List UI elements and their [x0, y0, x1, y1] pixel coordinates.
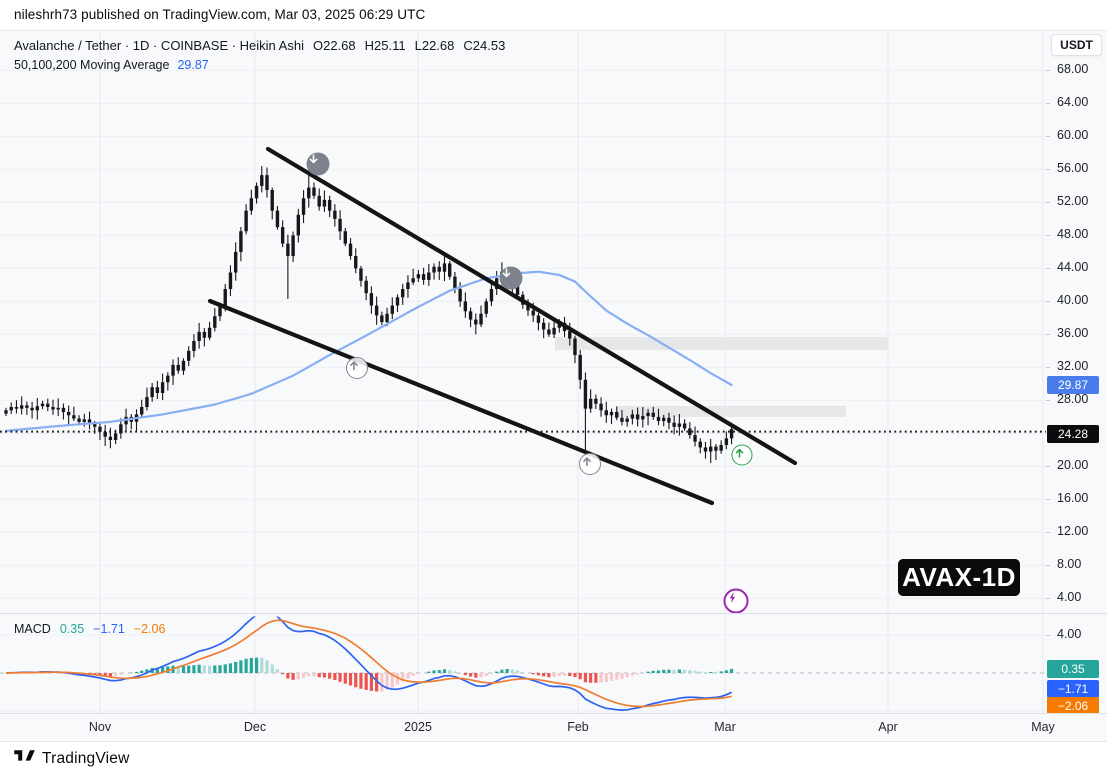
price-tick-label: 4.00 — [1057, 590, 1082, 605]
price-badge: 24.28 — [1047, 425, 1099, 443]
time-axis-label-mar: Mar — [714, 720, 736, 734]
axis-tick-mark — [1046, 466, 1050, 467]
price-tick-label: 8.00 — [1057, 557, 1082, 572]
price-axis[interactable]: USDT 68.00 64.00 60.00 56.00 52.00 48.00 44.00… — [1046, 30, 1107, 715]
axis-tick-mark — [1046, 136, 1050, 137]
arrow-up-icon[interactable] — [731, 444, 753, 466]
price-tick-label: 36.00 — [1057, 326, 1089, 341]
axis-tick-mark — [1046, 635, 1050, 636]
price-tick-label: 56.00 — [1057, 161, 1089, 176]
footer: TradingView — [14, 748, 130, 769]
price-badge: −1.71 — [1047, 680, 1099, 698]
axis-tick-mark — [1046, 202, 1050, 203]
axis-tick-mark — [1046, 499, 1050, 500]
price-tick-label: 60.00 — [1057, 128, 1089, 143]
macd-panel-divider — [0, 613, 1107, 614]
ohlc-close: C24.53 — [463, 38, 506, 53]
price-tick-label: 44.00 — [1057, 260, 1089, 275]
time-axis-divider — [0, 713, 1107, 714]
time-axis-label-dec: Dec — [243, 720, 267, 734]
axis-tick-mark — [1046, 400, 1050, 401]
arrow-up-icon[interactable] — [346, 357, 368, 379]
macd-value-0: 0.35 — [59, 622, 85, 636]
indicator-label[interactable]: 50,100,200 Moving Average — [14, 58, 170, 72]
ohlc-high: H25.11 — [364, 38, 406, 53]
symbol-legend: Avalanche / Tether · 1D · COINBASE · Hei… — [14, 37, 505, 74]
tradingview-logo-icon[interactable] — [14, 748, 35, 769]
axis-tick-mark — [1046, 334, 1050, 335]
macd-value-2: −2.06 — [133, 622, 166, 636]
time-axis-label-may: May — [1031, 720, 1055, 734]
price-chart-svg — [0, 31, 1046, 715]
chart-watermark-label: AVAX-1D — [898, 559, 1020, 596]
publication-bar: nileshrh73 published on TradingView.com,… — [0, 0, 1116, 30]
price-tick-label: 52.00 — [1057, 194, 1089, 209]
price-badge: 29.87 — [1047, 376, 1099, 394]
lightning-icon[interactable] — [723, 588, 749, 614]
indicator-value: 29.87 — [177, 58, 209, 72]
price-tick-label: 20.00 — [1057, 458, 1089, 473]
axis-tick-mark — [1046, 301, 1050, 302]
time-axis-label-nov: Nov — [88, 720, 112, 734]
time-axis-label-2025: 2025 — [404, 720, 432, 734]
price-tick-label: 28.00 — [1057, 392, 1089, 407]
axis-tick-mark — [1046, 235, 1050, 236]
price-tick-label: 40.00 — [1057, 293, 1089, 308]
publication-text: nileshrh73 published on TradingView.com,… — [14, 7, 426, 22]
axis-tick-mark — [1046, 103, 1050, 104]
axis-tick-mark — [1046, 598, 1050, 599]
axis-tick-mark — [1046, 268, 1050, 269]
price-badge: −2.06 — [1047, 697, 1099, 715]
arrow-up-icon[interactable] — [579, 453, 601, 475]
price-tick-label: 64.00 — [1057, 95, 1089, 110]
axis-tick-mark — [1046, 70, 1050, 71]
axis-tick-mark — [1046, 367, 1050, 368]
macd-values: 0.35 −1.71 −2.06 — [60, 622, 175, 636]
time-axis-label-apr: Apr — [878, 720, 898, 734]
macd-label[interactable]: MACD — [14, 622, 51, 636]
currency-toggle-button[interactable]: USDT — [1051, 34, 1102, 56]
price-tick-label: 16.00 — [1057, 491, 1089, 506]
axis-tick-mark — [1046, 565, 1050, 566]
ohlc-low: L22.68 — [414, 38, 455, 53]
macd-legend: MACD 0.35 −1.71 −2.06 — [14, 622, 183, 636]
ohlc-open: O22.68 — [312, 38, 356, 53]
price-tick-label: 12.00 — [1057, 524, 1089, 539]
tradingview-logo-text[interactable]: TradingView — [42, 749, 130, 767]
axis-tick-mark — [1046, 169, 1050, 170]
price-tick-label: 68.00 — [1057, 62, 1089, 77]
arrow-down-icon[interactable] — [499, 266, 523, 290]
macd-value-1: −1.71 — [93, 622, 125, 636]
time-axis[interactable]: Nov Dec 2025 Feb Mar Apr May — [0, 714, 1107, 742]
chart-canvas[interactable]: Avalanche / Tether · 1D · COINBASE · Hei… — [0, 30, 1046, 715]
time-axis-label-feb: Feb — [567, 720, 589, 734]
symbol-title[interactable]: Avalanche / Tether · 1D · COINBASE · Hei… — [14, 38, 304, 53]
price-tick-label: 4.00 — [1057, 627, 1082, 641]
arrow-down-icon[interactable] — [306, 152, 330, 176]
price-tick-label: 48.00 — [1057, 227, 1089, 242]
price-badge: 0.35 — [1047, 660, 1099, 678]
axis-tick-mark — [1046, 532, 1050, 533]
price-tick-label: 32.00 — [1057, 359, 1089, 374]
